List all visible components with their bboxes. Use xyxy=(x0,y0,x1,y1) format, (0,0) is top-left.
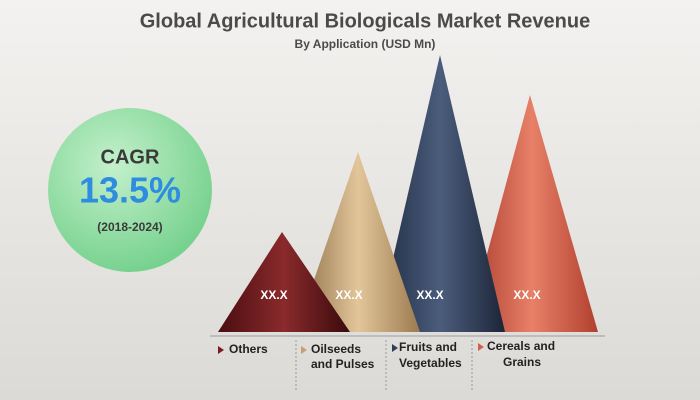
cagr-value: 13.5% xyxy=(79,170,181,211)
category-label: Vegetables xyxy=(399,356,462,370)
category-label: Grains xyxy=(503,355,541,369)
title: Global Agricultural Biologicals Market R… xyxy=(140,10,590,32)
category-label: Oilseeds xyxy=(311,342,361,356)
value-label: XX.X xyxy=(335,288,362,302)
cagr-period: (2018-2024) xyxy=(97,220,162,234)
cagr-label: CAGR xyxy=(101,146,160,168)
value-label: XX.X xyxy=(260,288,287,302)
legend-marker xyxy=(218,346,224,354)
cagr-circle xyxy=(48,108,212,272)
category-label: and Pulses xyxy=(311,357,375,371)
triangle xyxy=(296,152,420,332)
category-label: Others xyxy=(229,342,268,356)
legend-marker xyxy=(301,346,307,354)
legend-marker xyxy=(392,344,398,352)
triangle xyxy=(376,55,505,332)
category-label: Fruits and xyxy=(399,340,457,354)
legend-marker xyxy=(478,343,484,351)
value-label: XX.X xyxy=(513,288,540,302)
subtitle: By Application (USD Mn) xyxy=(295,37,436,51)
triangle xyxy=(466,95,598,332)
category-label: Cereals and xyxy=(487,339,555,353)
value-label: XX.X xyxy=(416,288,443,302)
triangle xyxy=(218,232,350,332)
separators xyxy=(295,340,473,392)
